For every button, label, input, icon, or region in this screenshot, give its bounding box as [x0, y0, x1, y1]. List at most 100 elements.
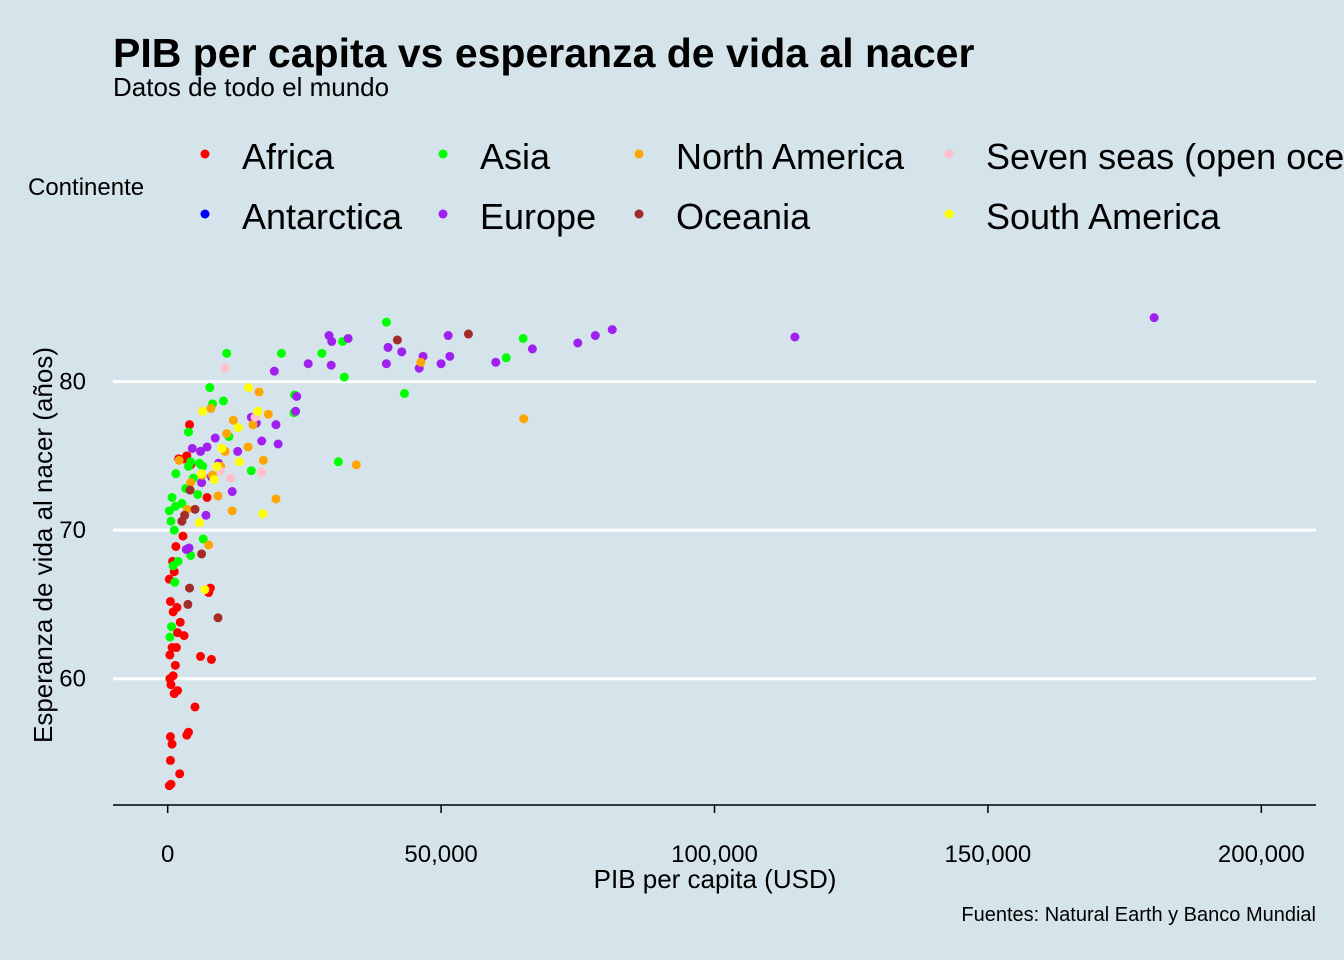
data-point	[518, 333, 528, 343]
x-ticks: 0 50,000 100,000 150,000 200,000	[161, 805, 1305, 868]
chart-subtitle: Datos de todo el mundo	[113, 72, 390, 102]
x-tick-label: 200,000	[1218, 841, 1305, 868]
data-point	[177, 498, 187, 508]
data-point	[218, 396, 228, 406]
data-point	[194, 518, 204, 528]
legend-label: Asia	[480, 136, 551, 177]
data-point	[217, 443, 227, 453]
data-point	[186, 478, 196, 488]
data-point	[213, 491, 223, 501]
legend-label: Africa	[242, 136, 335, 177]
data-point	[445, 351, 455, 361]
legend-label: Oceania	[676, 196, 811, 237]
data-point	[1149, 313, 1159, 323]
data-point	[317, 348, 327, 358]
data-point	[167, 739, 177, 749]
data-point	[175, 617, 185, 627]
data-point	[171, 541, 181, 551]
data-point	[165, 755, 175, 765]
chart-caption: Fuentes: Natural Earth y Banco Mundial	[961, 904, 1316, 926]
data-point	[166, 779, 176, 789]
data-point	[183, 727, 193, 737]
legend: Continente Africa Antarctica Asia Europe Nor…	[28, 136, 1344, 237]
data-point	[165, 732, 175, 742]
data-point	[381, 317, 391, 327]
data-point	[201, 510, 211, 520]
legend-label: Europe	[480, 196, 596, 237]
data-point	[248, 420, 258, 430]
data-point	[243, 442, 253, 452]
data-point	[271, 494, 281, 504]
data-point	[183, 427, 193, 437]
data-point	[333, 457, 343, 467]
data-point	[167, 492, 177, 502]
data-point	[171, 469, 181, 479]
legend-label: Seven seas (open ocean)	[986, 136, 1344, 177]
y-tick-label: 60	[59, 666, 86, 693]
data-point	[183, 599, 193, 609]
data-point	[228, 415, 238, 425]
data-point	[175, 769, 185, 779]
data-point	[193, 489, 203, 499]
data-point	[351, 460, 361, 470]
data-point	[195, 651, 205, 661]
data-point	[257, 467, 267, 477]
data-point	[185, 485, 195, 495]
data-point	[165, 650, 175, 660]
legend-key	[634, 209, 644, 219]
legend-key	[944, 149, 954, 159]
data-point	[227, 487, 237, 497]
legend-key	[200, 209, 210, 219]
data-point	[381, 359, 391, 369]
data-point	[167, 622, 177, 632]
data-point	[263, 409, 273, 419]
data-point	[190, 702, 200, 712]
data-point	[339, 372, 349, 382]
data-point	[491, 357, 501, 367]
data-point	[222, 429, 232, 439]
data-point	[501, 353, 511, 363]
data-point	[234, 457, 244, 467]
legend-key	[438, 149, 448, 159]
data-points	[164, 313, 1159, 791]
data-point	[443, 331, 453, 341]
data-point	[343, 333, 353, 343]
data-point	[519, 414, 529, 424]
data-point	[246, 466, 256, 476]
data-point	[291, 406, 301, 416]
data-point	[590, 331, 600, 341]
data-point	[171, 643, 181, 653]
data-point	[573, 338, 583, 348]
data-point	[166, 516, 176, 526]
data-point	[206, 654, 216, 664]
legend-key	[944, 209, 954, 219]
data-point	[197, 549, 207, 559]
y-tick-label: 70	[59, 517, 86, 544]
data-point	[269, 366, 279, 376]
data-point	[233, 423, 243, 433]
data-point	[202, 492, 212, 502]
data-point	[173, 556, 183, 566]
data-point	[254, 387, 264, 397]
data-point	[170, 660, 180, 670]
data-point	[790, 332, 800, 342]
data-point	[527, 344, 537, 354]
data-point	[303, 359, 313, 369]
x-tick-label: 100,000	[671, 841, 758, 868]
data-point	[258, 455, 268, 465]
data-point	[198, 534, 208, 544]
x-tick-label: 0	[161, 841, 174, 868]
data-point	[170, 577, 180, 587]
data-point	[190, 504, 200, 514]
data-point	[198, 461, 208, 471]
data-point	[258, 509, 268, 519]
data-point	[165, 632, 175, 642]
data-point	[174, 455, 184, 465]
data-point	[227, 506, 237, 516]
x-axis-title: PIB per capita (USD)	[594, 864, 837, 894]
grid-lines	[113, 380, 1316, 681]
data-point	[185, 583, 195, 593]
data-point	[273, 439, 283, 449]
data-point	[195, 446, 205, 456]
data-point	[292, 391, 302, 401]
